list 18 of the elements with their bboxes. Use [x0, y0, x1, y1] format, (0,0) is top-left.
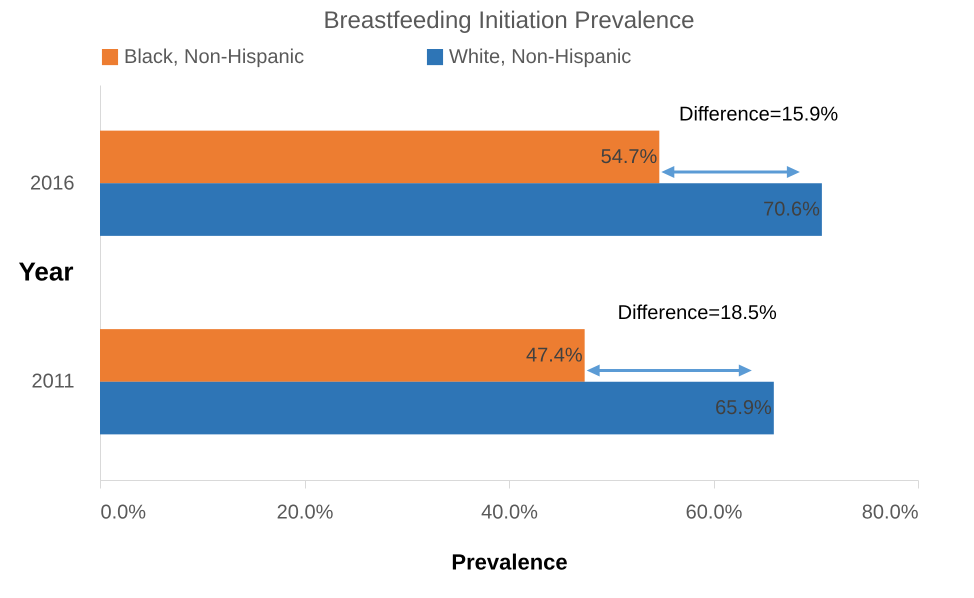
y-tick-label: 2011 [31, 370, 74, 393]
legend-label: White, Non-Hispanic [449, 46, 632, 68]
x-tick-label: 0.0% [100, 502, 146, 524]
annotation: Difference=15.9% [679, 104, 838, 126]
x-axis-title: Prevalence [451, 550, 568, 574]
data-label: 54.7% [600, 146, 658, 168]
data-label: 65.9% [715, 397, 772, 420]
y-tick-label: 2016 [30, 172, 74, 194]
annotation: Difference=18.5% [618, 302, 778, 324]
legend-label: Black, Non-Hispanic [124, 46, 304, 68]
x-tick-label: 40.0% [481, 502, 538, 524]
y-axis-title: Year [18, 256, 74, 286]
x-tick-label: 80.0% [862, 502, 919, 524]
chart-title: Breastfeeding Initiation Prevalence [324, 7, 694, 34]
data-label: 47.4% [526, 344, 583, 366]
x-tick-label: 60.0% [686, 502, 743, 524]
data-label: 70.6% [763, 198, 820, 221]
x-tick-label: 20.0% [276, 502, 334, 524]
